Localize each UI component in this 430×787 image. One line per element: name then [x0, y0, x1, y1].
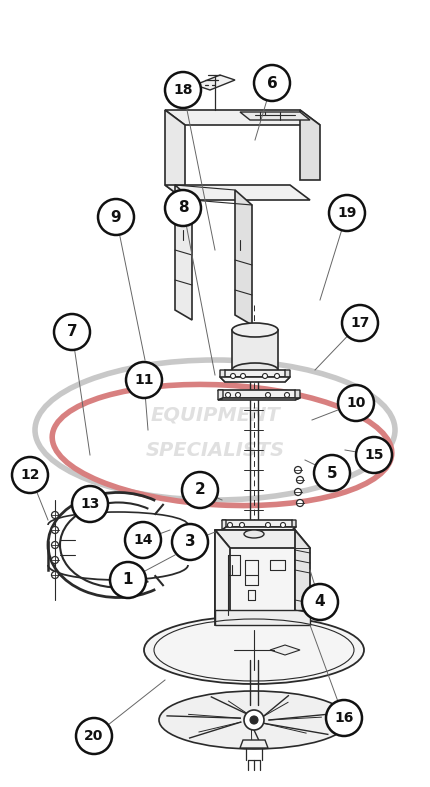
Text: 20: 20 [84, 729, 104, 743]
Circle shape [165, 190, 201, 226]
Circle shape [244, 710, 264, 730]
Text: 11: 11 [134, 373, 154, 387]
Polygon shape [215, 610, 310, 625]
Polygon shape [195, 75, 235, 90]
Circle shape [265, 523, 270, 527]
Circle shape [54, 314, 90, 350]
Circle shape [240, 374, 246, 379]
Ellipse shape [144, 616, 364, 684]
Text: 5: 5 [327, 465, 337, 481]
Polygon shape [215, 530, 230, 625]
Ellipse shape [159, 691, 349, 749]
Circle shape [265, 393, 270, 397]
Text: 2: 2 [195, 482, 206, 497]
Circle shape [52, 556, 58, 563]
Polygon shape [222, 520, 226, 530]
Text: 6: 6 [267, 76, 277, 91]
Polygon shape [300, 110, 320, 180]
Circle shape [236, 393, 240, 397]
Circle shape [280, 523, 286, 527]
Polygon shape [292, 520, 296, 530]
Circle shape [172, 524, 208, 560]
Circle shape [52, 541, 58, 549]
Polygon shape [175, 185, 192, 320]
Text: 3: 3 [185, 534, 195, 549]
Text: 12: 12 [20, 468, 40, 482]
Text: 15: 15 [364, 448, 384, 462]
Polygon shape [220, 377, 290, 382]
Text: 8: 8 [178, 201, 188, 216]
Circle shape [297, 476, 304, 483]
Polygon shape [285, 370, 290, 382]
Circle shape [314, 455, 350, 491]
Polygon shape [232, 330, 278, 370]
Text: EQUIPMENT: EQUIPMENT [150, 405, 280, 424]
Polygon shape [295, 530, 310, 625]
Circle shape [230, 374, 236, 379]
Circle shape [225, 393, 230, 397]
Text: 16: 16 [334, 711, 354, 725]
Circle shape [329, 195, 365, 231]
Circle shape [250, 716, 258, 724]
Circle shape [338, 385, 374, 421]
Text: 19: 19 [337, 206, 357, 220]
Text: 9: 9 [111, 209, 121, 224]
Text: 1: 1 [123, 572, 133, 588]
Polygon shape [222, 520, 296, 527]
Circle shape [342, 305, 378, 341]
Circle shape [240, 523, 245, 527]
Circle shape [126, 362, 162, 398]
Circle shape [254, 65, 290, 101]
Polygon shape [270, 645, 300, 655]
Circle shape [356, 437, 392, 473]
Circle shape [297, 500, 304, 507]
Circle shape [72, 486, 108, 522]
Polygon shape [220, 370, 290, 377]
Circle shape [125, 522, 161, 558]
Polygon shape [218, 390, 223, 400]
Polygon shape [218, 398, 300, 400]
Text: 4: 4 [315, 594, 326, 609]
Text: 17: 17 [350, 316, 370, 330]
Text: 10: 10 [346, 396, 366, 410]
Text: 7: 7 [67, 324, 77, 339]
Circle shape [165, 72, 201, 108]
Polygon shape [222, 527, 296, 530]
Circle shape [295, 489, 301, 496]
Circle shape [285, 393, 289, 397]
Polygon shape [295, 390, 300, 400]
Text: 14: 14 [133, 533, 153, 547]
Polygon shape [165, 110, 320, 125]
Polygon shape [240, 112, 310, 120]
Circle shape [295, 467, 301, 474]
Circle shape [110, 562, 146, 598]
Polygon shape [240, 740, 268, 748]
Ellipse shape [232, 323, 278, 337]
Polygon shape [218, 390, 300, 398]
Circle shape [262, 374, 267, 379]
Circle shape [274, 374, 280, 379]
Polygon shape [165, 185, 310, 200]
Polygon shape [215, 530, 295, 625]
Circle shape [12, 457, 48, 493]
Circle shape [52, 527, 58, 534]
Circle shape [52, 512, 58, 519]
Text: 18: 18 [173, 83, 193, 97]
Ellipse shape [244, 530, 264, 538]
Circle shape [302, 584, 338, 620]
Circle shape [326, 700, 362, 736]
Text: 13: 13 [80, 497, 100, 511]
Polygon shape [215, 530, 310, 548]
Polygon shape [220, 370, 225, 382]
Circle shape [98, 199, 134, 235]
Circle shape [52, 571, 58, 578]
Circle shape [76, 718, 112, 754]
Ellipse shape [232, 363, 278, 377]
Polygon shape [235, 190, 252, 325]
Polygon shape [165, 110, 185, 200]
Text: SPECIALISTS: SPECIALISTS [145, 441, 285, 460]
Circle shape [182, 472, 218, 508]
Circle shape [227, 523, 233, 527]
